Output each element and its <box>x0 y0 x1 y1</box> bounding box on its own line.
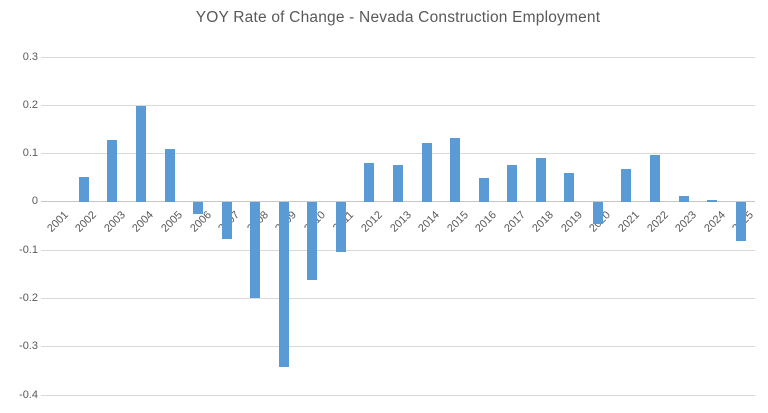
bar-2011 <box>335 201 346 252</box>
gridline <box>41 104 755 106</box>
x-axis-label-2003: 2003 <box>102 208 128 235</box>
x-axis-label-2001: 2001 <box>44 208 71 235</box>
bar-2002 <box>78 176 89 202</box>
bar-2014 <box>421 143 432 202</box>
bar-2017 <box>507 164 518 202</box>
y-tick-label: 0.3 <box>22 50 38 63</box>
x-axis-label-2002: 2002 <box>73 208 100 235</box>
bar-2020 <box>592 201 603 225</box>
zero-axis-line <box>41 201 755 203</box>
gridline <box>41 56 755 58</box>
bar-2003 <box>107 140 118 202</box>
x-axis-label-2013: 2013 <box>387 208 414 235</box>
bar-2015 <box>450 137 461 202</box>
gridline <box>41 297 755 299</box>
x-axis-label-2017: 2017 <box>501 208 528 235</box>
bar-2012 <box>364 163 375 202</box>
y-tick-label: 0.1 <box>22 147 38 160</box>
gridline <box>41 153 755 155</box>
y-axis-labels: 0.3 0.2 0.1 0 -0.1 -0.2 -0.3 -0.4 <box>0 0 38 413</box>
x-axis-label-2014: 2014 <box>416 208 443 235</box>
x-axis-label-2016: 2016 <box>473 208 500 235</box>
plot-area: 2001200220032004200520062007200820092010… <box>41 56 756 396</box>
bar-2019 <box>564 172 575 202</box>
x-axis-label-2024: 2024 <box>701 208 728 235</box>
y-tick-label: 0.2 <box>22 98 38 111</box>
x-axis-label-2004: 2004 <box>130 208 157 235</box>
x-axis-label-2015: 2015 <box>444 208 471 235</box>
bar-2008 <box>250 201 261 299</box>
bar-2025 <box>735 201 746 242</box>
bar-2018 <box>535 157 546 202</box>
x-axis-label-2005: 2005 <box>159 208 186 235</box>
chart-title: YOY Rate of Change - Nevada Construction… <box>195 9 601 26</box>
bar-2004 <box>135 105 146 202</box>
x-axis-label-2022: 2022 <box>644 208 671 235</box>
bar-2006 <box>193 201 204 214</box>
bar-2016 <box>478 178 489 202</box>
bar-2013 <box>393 164 403 202</box>
bar-2023 <box>678 195 689 202</box>
x-axis-label-2012: 2012 <box>359 208 385 235</box>
bar-2010 <box>307 201 318 281</box>
gridline <box>41 346 755 348</box>
bar-2009 <box>278 201 289 368</box>
x-axis-label-2019: 2019 <box>559 208 585 235</box>
bar-2022 <box>650 155 661 202</box>
y-tick-label: 0 <box>31 195 38 208</box>
y-tick-label: -0.1 <box>19 243 38 256</box>
gridline <box>41 249 755 251</box>
x-axis-label-2021: 2021 <box>616 208 642 235</box>
x-axis-label-2023: 2023 <box>673 208 700 235</box>
bar-2005 <box>164 148 175 202</box>
bar-2021 <box>621 168 632 202</box>
y-tick-label: -0.4 <box>19 388 38 401</box>
y-tick-label: -0.3 <box>19 340 38 353</box>
y-tick-label: -0.2 <box>19 291 38 304</box>
x-axis-label-2018: 2018 <box>530 208 557 235</box>
gridline <box>41 394 755 396</box>
bar-2007 <box>221 201 232 240</box>
bar-2024 <box>707 200 718 202</box>
